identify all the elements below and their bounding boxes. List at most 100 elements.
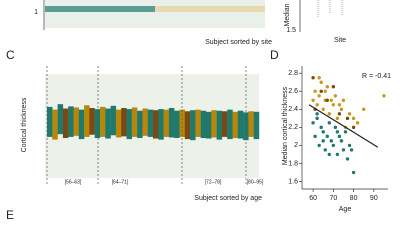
range-bar — [174, 110, 180, 138]
range-bar — [94, 109, 101, 138]
point — [351, 170, 356, 175]
point — [325, 134, 329, 139]
x-tick-label: 70 — [329, 195, 337, 202]
range-bar — [237, 110, 244, 139]
y-tick-label: 2 — [294, 142, 298, 149]
point — [325, 98, 329, 102]
range-bar — [248, 111, 254, 137]
range-bar — [47, 106, 53, 137]
point — [321, 107, 325, 112]
scatter-plot: 1.6 1.8 2 2.2 2.4 2.6 2.8 60 70 80 90 — [288, 66, 388, 202]
point — [317, 143, 321, 148]
range-bar — [73, 107, 79, 136]
range-bar — [131, 107, 138, 137]
point — [341, 98, 346, 102]
point — [319, 125, 323, 130]
axis — [301, 66, 388, 190]
point — [327, 112, 331, 116]
point — [339, 107, 344, 112]
point — [331, 103, 336, 107]
y-axis-label: Median — [284, 3, 291, 26]
range-bar — [147, 109, 154, 137]
range-bar — [142, 108, 148, 136]
point — [311, 121, 315, 125]
x-axis-label: Site — [334, 37, 346, 44]
y-tick-label: 1.6 — [288, 178, 298, 185]
point — [319, 80, 323, 84]
point — [339, 139, 344, 143]
point — [337, 103, 342, 107]
figure: 1 Subject sorted by site Median 1.5 Site… — [6, 0, 391, 220]
range-bar — [168, 108, 175, 138]
point — [311, 98, 315, 102]
point — [349, 148, 354, 152]
point — [321, 130, 325, 134]
panel-band — [155, 6, 265, 12]
point — [317, 94, 321, 98]
range-bar — [115, 109, 122, 138]
x-tick-label: 90 — [370, 195, 378, 202]
y-tick-label: 2.8 — [288, 70, 298, 77]
point — [321, 139, 325, 143]
range-bar — [163, 109, 170, 137]
point — [347, 112, 352, 116]
point — [323, 148, 327, 152]
point — [333, 125, 338, 130]
bars — [47, 104, 260, 141]
range-bar — [78, 109, 85, 140]
boxplots — [317, 0, 343, 18]
point — [337, 134, 342, 139]
x-axis-label: Subject sorted by age — [194, 195, 262, 202]
point — [335, 130, 340, 134]
point — [331, 143, 336, 148]
point — [327, 152, 331, 157]
point — [313, 134, 317, 139]
range-bar — [100, 106, 106, 137]
range-bar — [110, 105, 117, 136]
range-bar — [200, 110, 207, 138]
range-bar — [221, 111, 228, 137]
y-tick-label: 1.8 — [288, 160, 298, 167]
panel-label: E — [6, 208, 14, 220]
range-bar — [68, 106, 74, 137]
range-bar — [158, 109, 164, 140]
range-bar — [52, 109, 58, 140]
range-bar — [190, 110, 196, 141]
point — [345, 116, 350, 121]
y-axis-label: Median cortical thickness — [282, 86, 289, 165]
point — [337, 112, 342, 116]
point — [323, 89, 327, 93]
range-bar — [211, 110, 217, 138]
range-bar — [195, 109, 201, 137]
point — [317, 76, 321, 80]
x-tick-label: 80 — [350, 195, 358, 202]
panel-band — [45, 6, 155, 12]
point — [329, 139, 334, 143]
group-label: [72–78] — [205, 179, 222, 185]
point — [343, 130, 348, 134]
range-bar — [126, 109, 132, 140]
y-tick-label: 2.6 — [288, 88, 298, 95]
point — [335, 152, 340, 157]
range-bar — [232, 111, 238, 138]
y-tick-label: 1.5 — [286, 27, 296, 34]
panel-label: D — [270, 48, 279, 62]
range-bar — [206, 111, 212, 139]
range-bar — [84, 105, 90, 137]
point — [311, 76, 315, 80]
annotation: R = -0.41 — [362, 73, 391, 80]
point — [362, 107, 366, 112]
point — [315, 103, 319, 107]
range-bar — [153, 110, 159, 139]
panel-background — [45, 0, 265, 28]
regression-line — [308, 104, 379, 148]
x-tick-label: 60 — [309, 195, 317, 202]
point — [319, 89, 323, 93]
range-bar — [89, 108, 95, 135]
point — [315, 116, 319, 121]
y-tick-label: 2.4 — [288, 106, 298, 113]
point — [315, 112, 319, 116]
panel-label: C — [6, 48, 15, 62]
range-bar — [184, 111, 191, 140]
point — [347, 143, 352, 148]
